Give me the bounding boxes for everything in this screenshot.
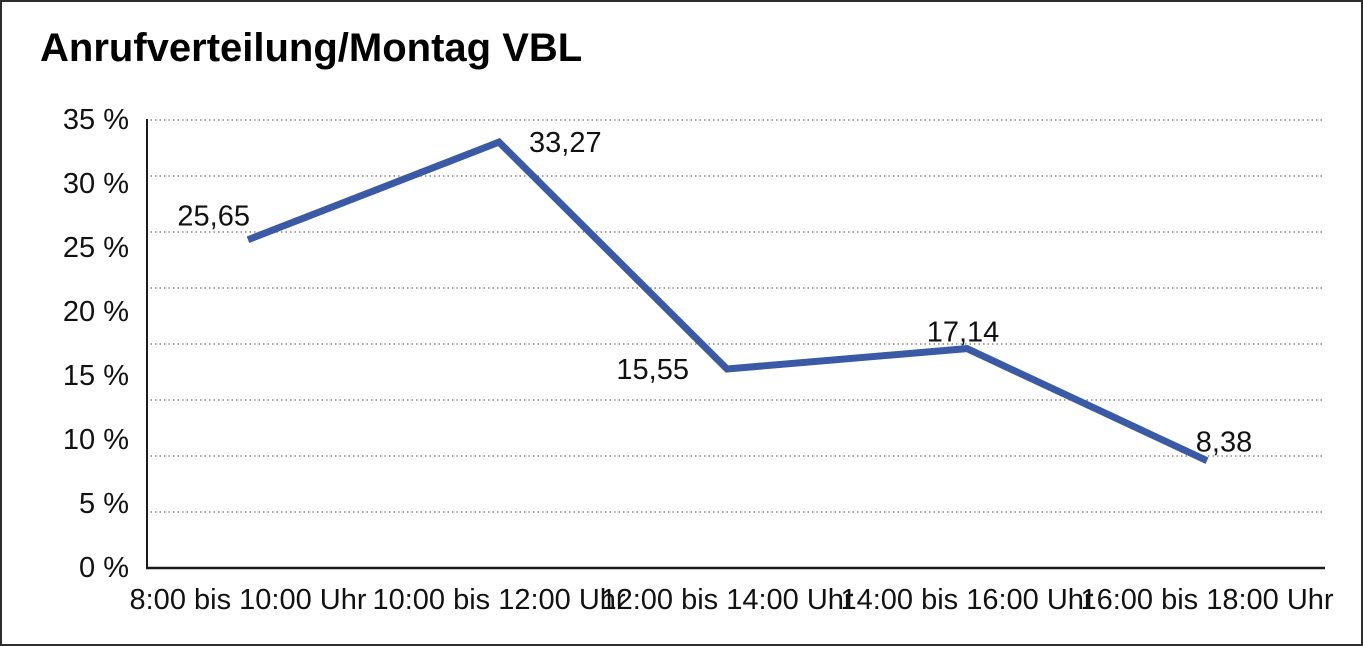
y-axis-tick-label: 15 % [63,360,129,392]
y-axis-tick-label: 30 % [63,168,129,200]
y-axis-tick-label: 35 % [63,104,129,136]
data-point-label: 17,14 [927,317,1000,349]
y-axis-tick-label: 20 % [63,296,129,328]
x-axis-category-label: 14:00 bis 16:00 Uhr [840,584,1093,616]
y-axis-tick-label: 25 % [63,232,129,264]
x-axis-category-label: 12:00 bis 14:00 Uhr [600,584,853,616]
data-point-label: 15,55 [616,354,689,386]
data-point-label: 8,38 [1196,427,1252,459]
x-axis-category-label: 16:00 bis 18:00 Uhr [1080,584,1333,616]
y-axis-tick-label: 10 % [63,424,129,456]
x-axis-category-label: 10:00 bis 12:00 Uhr [372,584,625,616]
chart-title: Anrufverteilung/Montag VBL [40,26,583,70]
y-axis-tick-label: 0 % [79,552,129,584]
y-axis-tick-label: 5 % [79,488,129,520]
x-axis-category-label: 8:00 bis 10:00 Uhr [130,584,367,616]
data-point-label: 33,27 [529,127,602,159]
data-point-label: 25,65 [177,201,250,233]
data-line-series [246,138,1209,464]
